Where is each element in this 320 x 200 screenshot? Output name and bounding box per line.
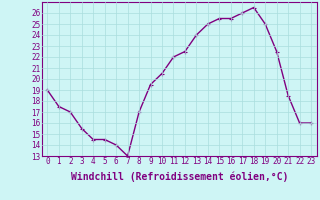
X-axis label: Windchill (Refroidissement éolien,°C): Windchill (Refroidissement éolien,°C) bbox=[70, 172, 288, 182]
